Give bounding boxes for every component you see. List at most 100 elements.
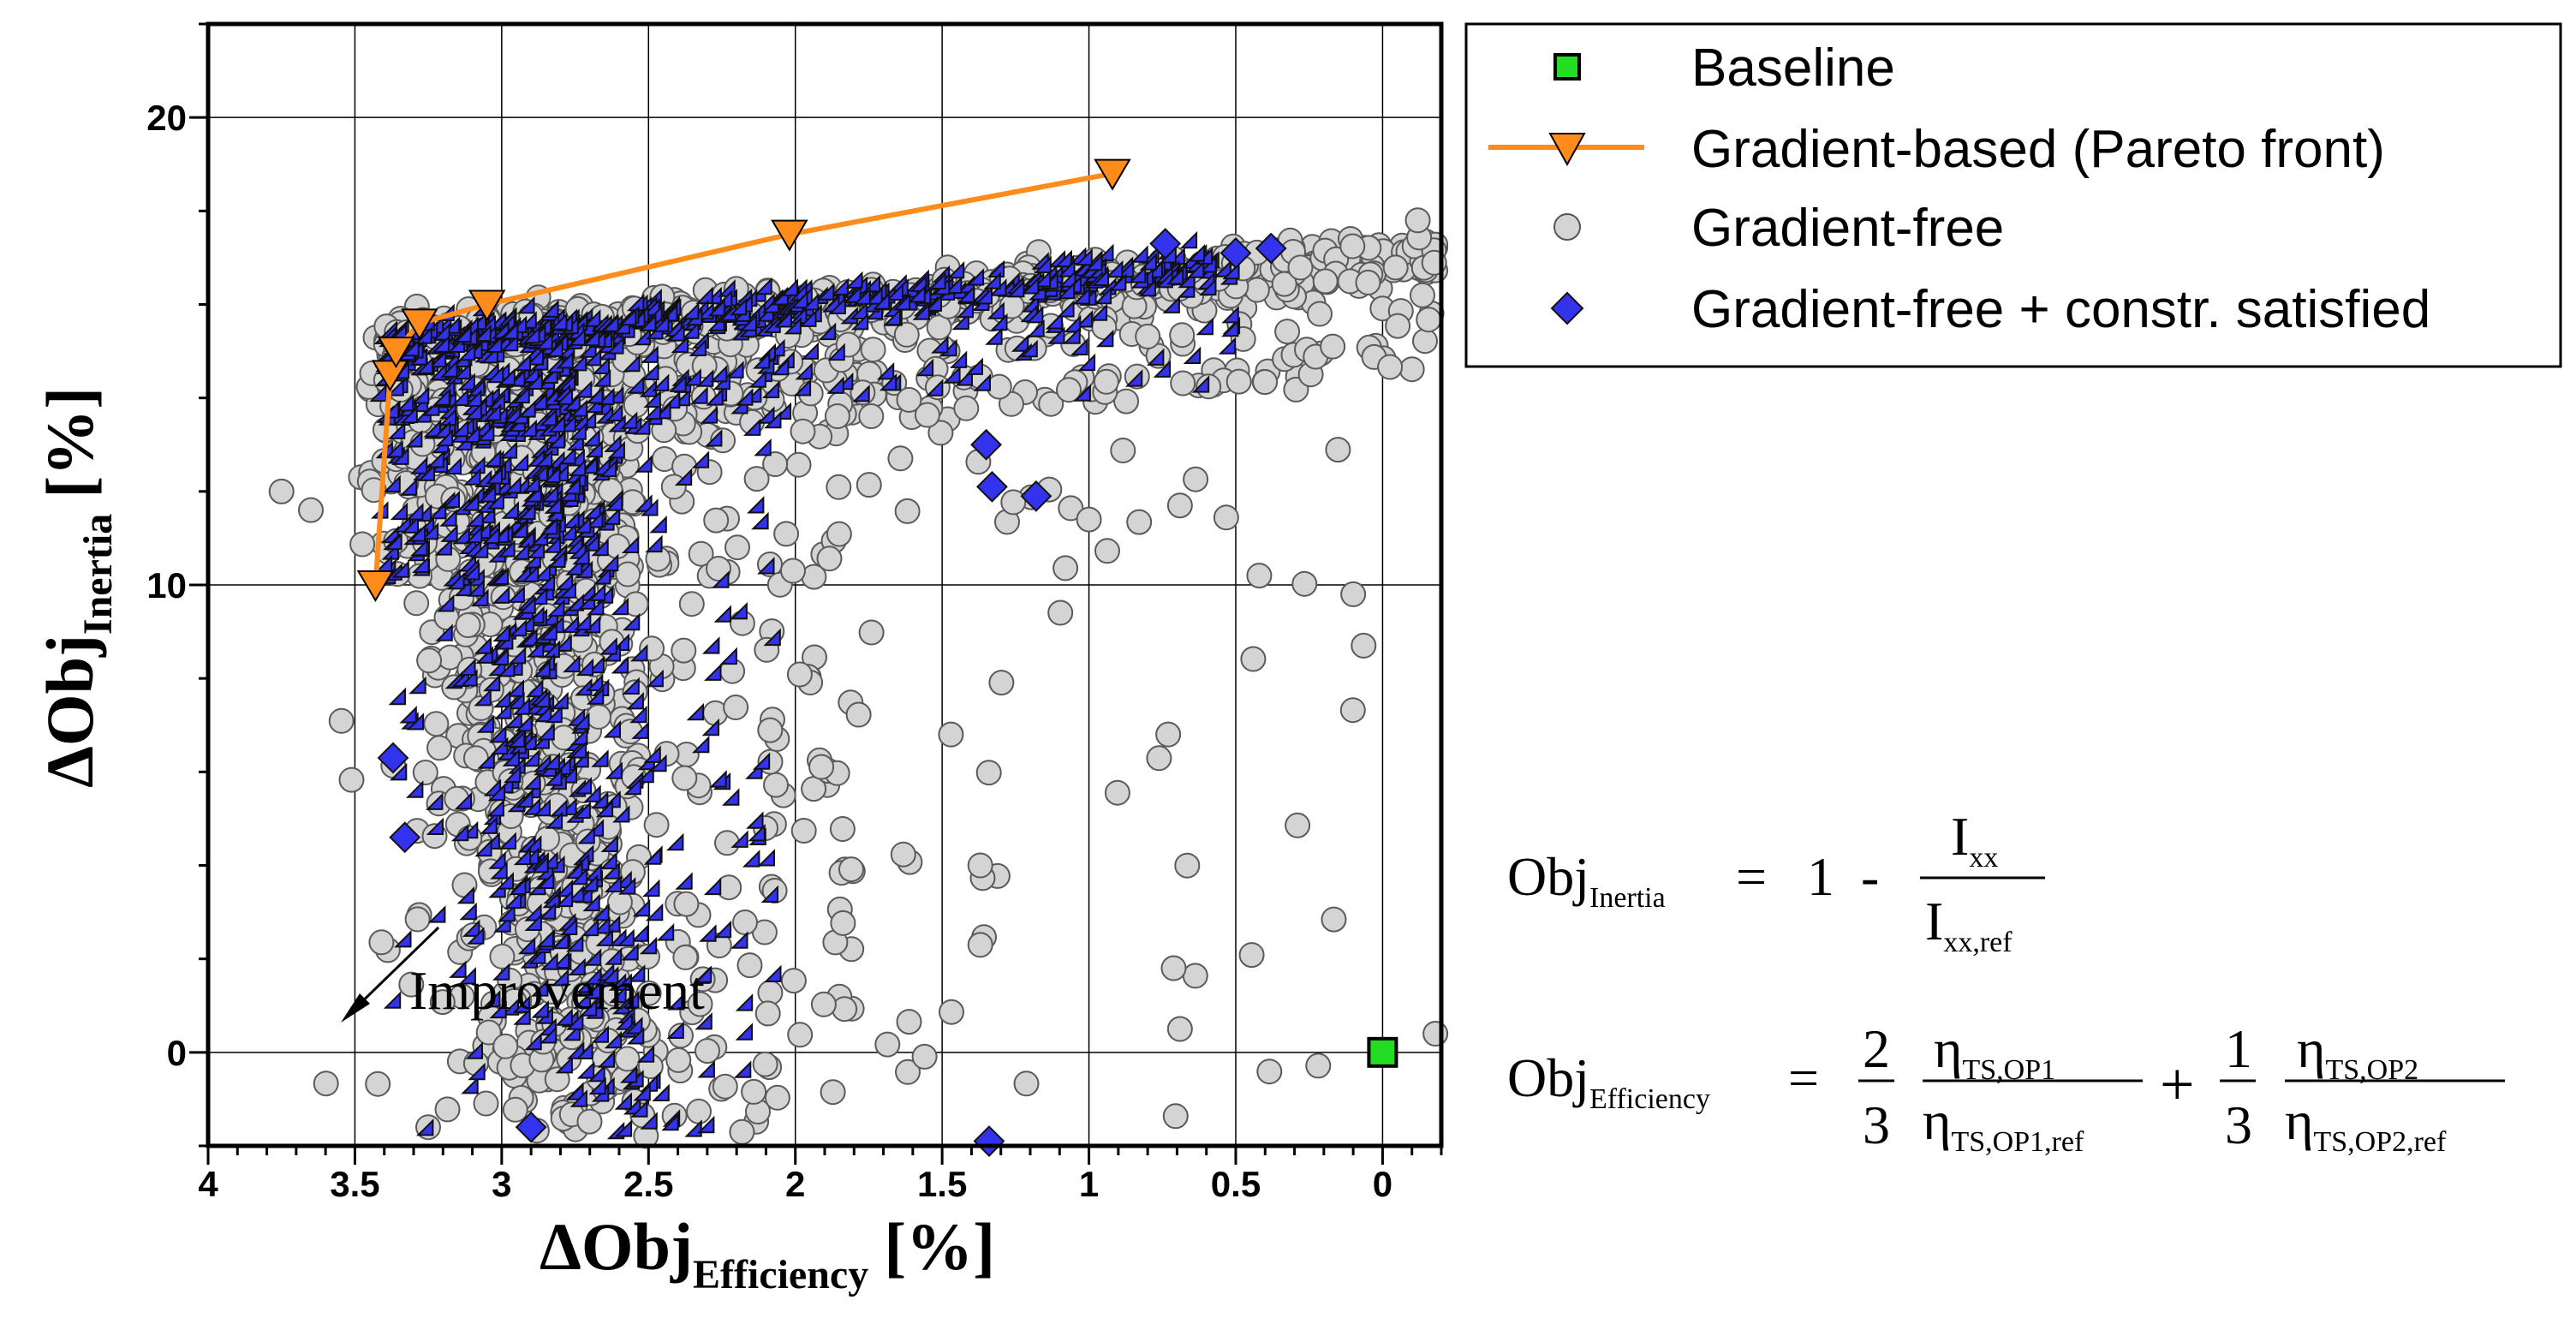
- feasible-point: [667, 324, 685, 342]
- feasible-point: [569, 541, 587, 559]
- feasible-point: [428, 349, 447, 368]
- feasible-point: [551, 931, 569, 950]
- feasible-point: [604, 434, 622, 452]
- feasible-point: [405, 780, 424, 798]
- feasible-point: [474, 688, 492, 707]
- feasible-point: [577, 826, 595, 844]
- gradient-free-point: [671, 637, 697, 664]
- feasible-point: [406, 503, 424, 521]
- feasible-point: [600, 966, 619, 984]
- feasible-point: [583, 784, 601, 802]
- gradient-free-point: [489, 943, 516, 969]
- feasible-point: [599, 459, 617, 478]
- feasible-point: [1191, 375, 1210, 393]
- feasible-point: [491, 567, 509, 585]
- eq2-lhs: ObjEfficiency: [1507, 1047, 1710, 1115]
- feasible-point: [646, 669, 664, 688]
- feasible-point: [558, 446, 576, 465]
- feasible-point: [619, 411, 638, 429]
- feasible-point: [512, 385, 530, 404]
- feasible-point: [462, 919, 480, 937]
- gradient-free-point: [1146, 745, 1172, 772]
- feasible-point: [1021, 295, 1040, 313]
- feasible-point: [928, 271, 946, 289]
- feasible-point: [987, 301, 1005, 319]
- feasible-point: [390, 502, 408, 521]
- feasible-point: [826, 376, 844, 394]
- gradient-free-point: [894, 498, 921, 524]
- feasible-point: [415, 356, 434, 374]
- gradient-free-point: [1000, 489, 1027, 516]
- feasible-point: [498, 832, 516, 850]
- equation-inertia: ObjInertia = 1 - Ixx Ixx,ref: [1507, 806, 2045, 958]
- y-tick-label: 0: [167, 1033, 187, 1073]
- y-tick-label: 20: [146, 98, 187, 138]
- feasible-point: [462, 563, 480, 581]
- gradient-free-point: [975, 760, 1002, 786]
- feasible-point: [1058, 259, 1076, 277]
- feasible-point: [554, 634, 572, 652]
- feasible-point: [442, 490, 460, 509]
- feasible-point: [569, 741, 587, 759]
- feasible-point: [617, 877, 636, 895]
- feasible-point: [572, 712, 590, 731]
- gradient-free-point: [1416, 307, 1442, 333]
- feasible-point: [1089, 303, 1108, 321]
- feasible-point: [432, 388, 450, 406]
- feasible-point: [621, 535, 640, 553]
- feasible-point: [586, 597, 605, 616]
- feasible-point: [1072, 287, 1090, 305]
- gradient-free-point: [763, 772, 789, 798]
- gradient-free-point: [404, 906, 431, 933]
- eq2-f2-numerator: ηTS,OP2: [2297, 1018, 2418, 1086]
- feasible-point: [539, 1026, 558, 1044]
- feasible-point: [506, 679, 524, 697]
- feasible-point: [735, 993, 754, 1011]
- feasible-point: [520, 629, 538, 647]
- feasible-point: [504, 710, 522, 729]
- gradient-free-point: [1213, 504, 1239, 531]
- gradient-free-point: [967, 932, 993, 958]
- feasible-point: [474, 838, 492, 857]
- feasible-point: [876, 361, 895, 380]
- gradient-free-point: [858, 403, 885, 429]
- feasible-point: [643, 847, 662, 865]
- gradient-free-point: [1339, 233, 1366, 259]
- legend-baseline-marker: [1553, 53, 1581, 81]
- feasible-point: [712, 570, 730, 588]
- gradient-free-point: [1340, 581, 1367, 607]
- feasible-point: [761, 380, 780, 398]
- gradient-free-point: [398, 971, 425, 998]
- feasible-point: [816, 283, 835, 301]
- feasible-point: [399, 706, 417, 724]
- feasible-point: [502, 748, 520, 766]
- gradient-free-point: [1170, 370, 1196, 397]
- feasible-point: [466, 509, 484, 528]
- feasible-point: [584, 967, 602, 985]
- x-tick-label: 3.5: [330, 1164, 379, 1204]
- gradient-free-point: [412, 760, 438, 785]
- feasible-point: [533, 798, 551, 817]
- gradient-free-point: [999, 391, 1024, 417]
- feasible-point: [401, 516, 419, 534]
- feasible-point: [1196, 317, 1213, 336]
- feasible-point: [600, 834, 618, 852]
- feasible-point: [1146, 348, 1165, 366]
- feasible-point: [513, 847, 532, 866]
- feasible-point: [695, 369, 714, 387]
- feasible-point: [630, 924, 648, 942]
- feasible-point: [498, 540, 516, 558]
- feasible-point: [464, 525, 483, 544]
- feasible-point: [1138, 278, 1157, 297]
- gradient-free-point: [810, 991, 837, 1017]
- feasible-point: [591, 1025, 609, 1043]
- gradient-free-point: [953, 395, 980, 421]
- gradient-free-point: [1135, 323, 1161, 349]
- feasible-point: [569, 353, 587, 372]
- feasible-point: [592, 356, 610, 374]
- feasible-point: [543, 465, 561, 484]
- feasible-point: [643, 745, 661, 763]
- feasible-point: [931, 336, 949, 354]
- feasible-point: [696, 1115, 715, 1134]
- gradient-free-point: [757, 717, 784, 743]
